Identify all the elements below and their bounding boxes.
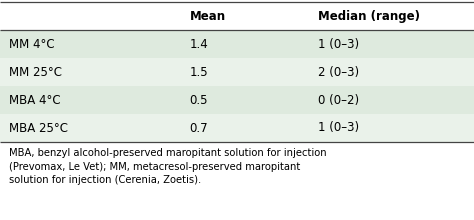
Text: Mean: Mean xyxy=(190,9,226,22)
Text: 1 (0–3): 1 (0–3) xyxy=(318,121,359,134)
Text: 1.4: 1.4 xyxy=(190,37,209,51)
Bar xyxy=(0,30,474,58)
Bar xyxy=(0,58,474,86)
Text: Median (range): Median (range) xyxy=(318,9,419,22)
Text: 0.5: 0.5 xyxy=(190,94,208,106)
Text: MBA 4°C: MBA 4°C xyxy=(9,94,61,106)
Text: MBA 25°C: MBA 25°C xyxy=(9,121,68,134)
Bar xyxy=(0,86,474,114)
Text: 1 (0–3): 1 (0–3) xyxy=(318,37,359,51)
Bar xyxy=(0,114,474,142)
Text: MBA, benzyl alcohol-preserved maropitant solution for injection
(Prevomax, Le Ve: MBA, benzyl alcohol-preserved maropitant… xyxy=(9,148,327,185)
Text: 0 (0–2): 0 (0–2) xyxy=(318,94,359,106)
Text: MM 4°C: MM 4°C xyxy=(9,37,55,51)
Text: 1.5: 1.5 xyxy=(190,66,208,79)
Text: 0.7: 0.7 xyxy=(190,121,208,134)
Text: MM 25°C: MM 25°C xyxy=(9,66,63,79)
Text: 2 (0–3): 2 (0–3) xyxy=(318,66,359,79)
